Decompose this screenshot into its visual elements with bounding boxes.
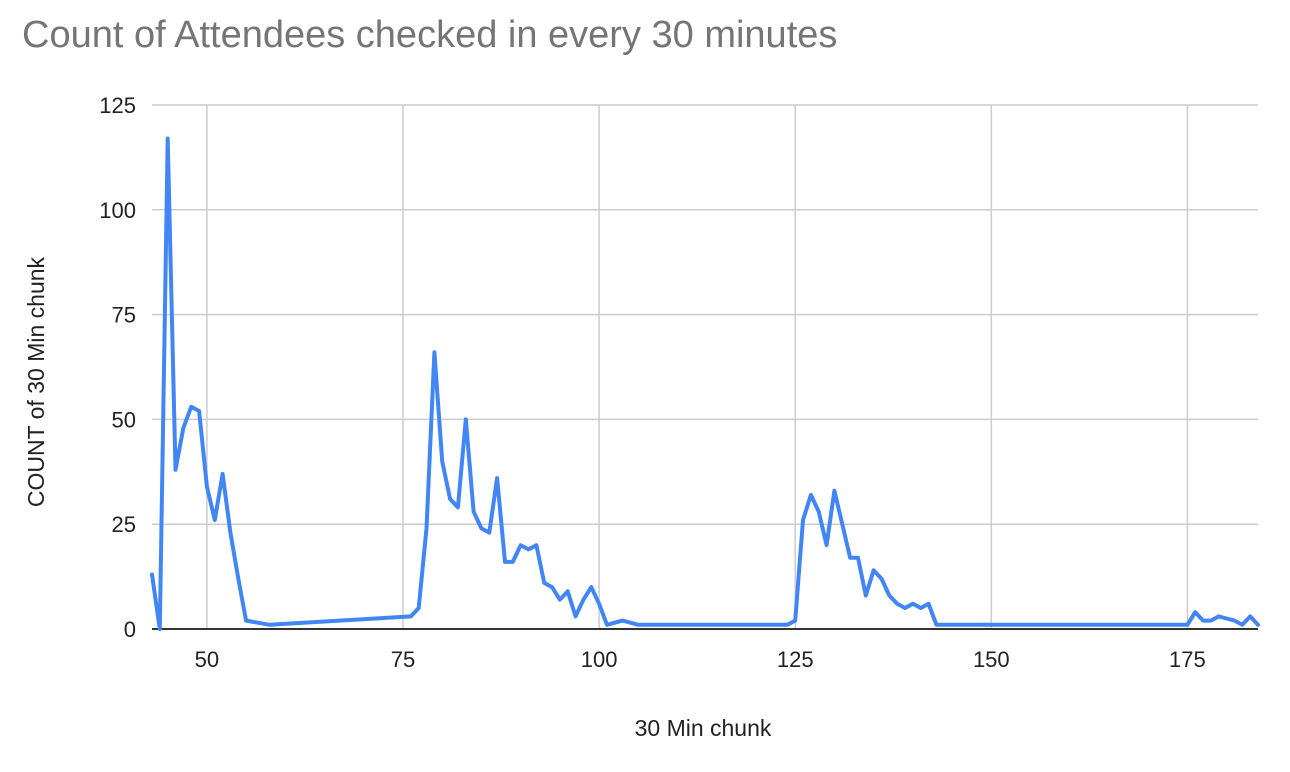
x-tick-label: 100	[581, 647, 618, 672]
x-tick-label: 50	[195, 647, 219, 672]
y-tick-label: 100	[99, 198, 136, 223]
y-tick-label: 25	[112, 512, 136, 537]
grid-lines	[152, 104, 1258, 629]
x-tick-label: 75	[391, 647, 415, 672]
y-tick-label: 125	[99, 93, 136, 118]
y-tick-label: 75	[112, 303, 136, 328]
x-tick-label: 175	[1169, 647, 1206, 672]
y-tick-label: 50	[112, 407, 136, 432]
x-tick-label: 125	[777, 647, 814, 672]
x-axis-title: 30 Min chunk	[635, 715, 772, 741]
series-line	[150, 136, 1260, 631]
y-tick-label: 0	[124, 617, 136, 642]
chart-title: Count of Attendees checked in every 30 m…	[22, 14, 838, 56]
x-tick-label: 150	[973, 647, 1010, 672]
tick-labels: 0 25 50 75 100 125 50 75 100 125 150 175	[99, 93, 1205, 672]
y-axis-title: COUNT of 30 Min chunk	[23, 256, 49, 507]
series-layer	[150, 136, 1260, 631]
